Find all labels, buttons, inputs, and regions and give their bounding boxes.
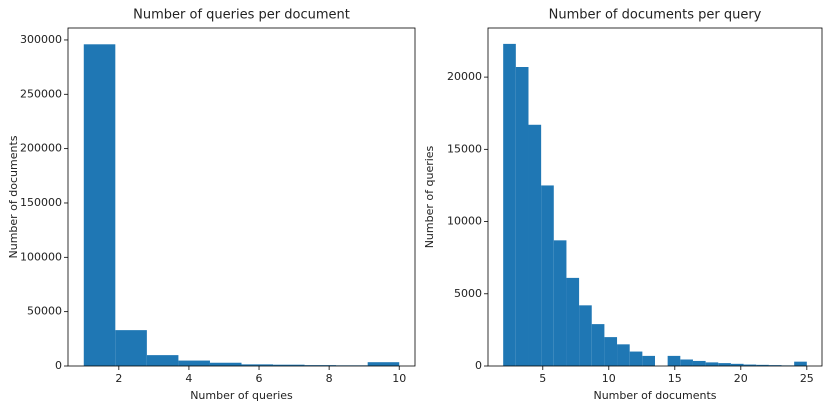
bar xyxy=(743,364,757,366)
bar xyxy=(680,359,693,366)
bar xyxy=(768,365,782,366)
y-tick-label: 10000 xyxy=(447,215,482,228)
bar xyxy=(617,344,630,366)
bar xyxy=(304,365,337,366)
bar xyxy=(629,351,643,366)
bar xyxy=(566,277,580,366)
bar xyxy=(273,364,305,366)
bar xyxy=(553,240,567,366)
x-tick-label: 8 xyxy=(326,372,333,385)
y-tick-label: 150000 xyxy=(20,196,62,209)
x-tick-label: 6 xyxy=(256,372,263,385)
bar xyxy=(146,355,179,366)
bar xyxy=(642,355,655,366)
bar xyxy=(209,362,242,366)
chart-title: Number of documents per query xyxy=(549,8,762,23)
bar xyxy=(528,124,542,367)
x-tick-label: 4 xyxy=(185,372,192,385)
y-tick-label: 0 xyxy=(55,359,62,372)
plot-frame xyxy=(67,27,416,367)
bar xyxy=(115,330,147,366)
bar xyxy=(579,305,592,366)
x-tick-label: 5 xyxy=(539,372,546,385)
y-tick-label: 5000 xyxy=(454,287,482,300)
x-tick-label: 10 xyxy=(602,372,616,385)
bar xyxy=(503,43,516,367)
bar xyxy=(241,364,274,366)
y-tick-label: 50000 xyxy=(27,305,62,318)
y-axis-label: Number of documents xyxy=(7,135,20,258)
bar xyxy=(794,361,807,366)
y-tick-label: 0 xyxy=(475,359,482,372)
y-tick-label: 100000 xyxy=(20,250,62,263)
chart-title: Number of queries per document xyxy=(133,8,350,23)
x-axis-label: Number of queries xyxy=(190,389,293,402)
y-tick-label: 200000 xyxy=(20,142,62,155)
bar xyxy=(591,324,605,366)
y-axis-label: Number of queries xyxy=(423,145,436,248)
bar xyxy=(667,355,681,366)
bar xyxy=(604,337,618,366)
x-tick-label: 2 xyxy=(115,372,122,385)
x-tick-label: 15 xyxy=(668,372,682,385)
y-tick-label: 20000 xyxy=(447,70,482,83)
y-tick-label: 300000 xyxy=(20,33,62,46)
plot-frame xyxy=(487,27,823,367)
x-axis-label: Number of documents xyxy=(593,389,716,402)
bar xyxy=(83,44,116,367)
bar xyxy=(367,362,400,366)
bar xyxy=(756,364,769,366)
bar xyxy=(178,360,210,366)
bar xyxy=(730,363,744,366)
bar xyxy=(515,67,529,366)
bar xyxy=(541,185,554,366)
bar xyxy=(718,363,731,366)
x-tick-label: 25 xyxy=(800,372,814,385)
x-tick-label: 10 xyxy=(392,372,406,385)
y-tick-label: 250000 xyxy=(20,87,62,100)
x-tick-label: 20 xyxy=(734,372,748,385)
bar xyxy=(705,362,719,366)
y-tick-label: 15000 xyxy=(447,142,482,155)
bar xyxy=(692,360,706,366)
